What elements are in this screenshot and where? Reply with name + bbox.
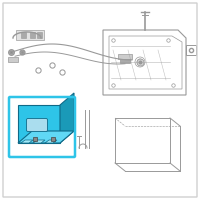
Polygon shape xyxy=(60,93,74,143)
Bar xyxy=(51,137,55,141)
Bar xyxy=(33,137,37,141)
Bar xyxy=(21,32,26,38)
Polygon shape xyxy=(18,131,74,143)
Polygon shape xyxy=(33,140,45,143)
Polygon shape xyxy=(16,30,44,40)
FancyBboxPatch shape xyxy=(26,118,48,132)
Polygon shape xyxy=(18,105,60,143)
Bar xyxy=(118,54,132,59)
Bar xyxy=(30,32,35,38)
Bar xyxy=(120,59,130,63)
Polygon shape xyxy=(21,140,33,143)
Bar xyxy=(37,32,42,38)
Polygon shape xyxy=(45,140,57,143)
Bar xyxy=(8,57,18,62)
